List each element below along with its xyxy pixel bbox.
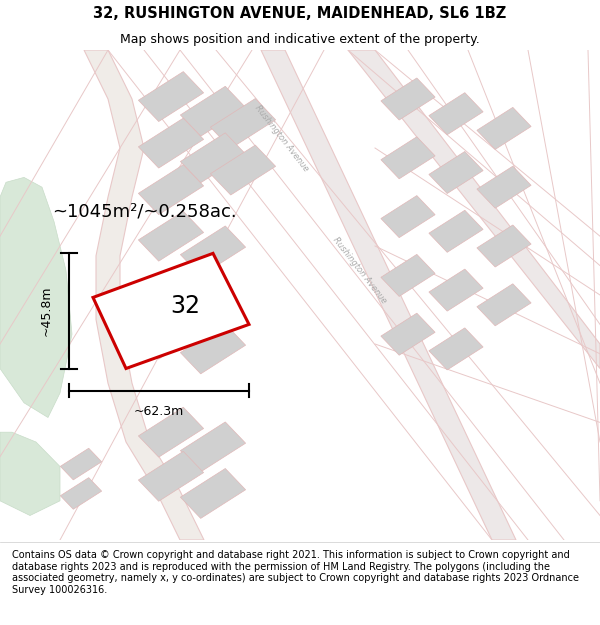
Polygon shape (348, 50, 600, 369)
Text: Rushington Avenue: Rushington Avenue (331, 236, 389, 306)
Polygon shape (181, 469, 245, 518)
Polygon shape (139, 72, 203, 121)
Polygon shape (61, 448, 101, 480)
Polygon shape (429, 269, 483, 311)
Polygon shape (139, 408, 203, 457)
Polygon shape (381, 137, 435, 179)
Polygon shape (429, 210, 483, 252)
Polygon shape (477, 284, 531, 326)
Polygon shape (181, 324, 245, 374)
Polygon shape (381, 254, 435, 296)
Polygon shape (381, 313, 435, 355)
Polygon shape (61, 478, 101, 509)
Polygon shape (181, 133, 245, 182)
Polygon shape (429, 92, 483, 135)
Polygon shape (381, 78, 435, 120)
Polygon shape (211, 99, 275, 149)
Text: 32: 32 (170, 294, 200, 318)
Text: Rushington Avenue: Rushington Avenue (253, 103, 311, 173)
Polygon shape (139, 118, 203, 168)
Polygon shape (429, 151, 483, 194)
Text: Map shows position and indicative extent of the property.: Map shows position and indicative extent… (120, 32, 480, 46)
Text: ~62.3m: ~62.3m (134, 404, 184, 418)
Polygon shape (429, 328, 483, 370)
Text: ~1045m²/~0.258ac.: ~1045m²/~0.258ac. (52, 202, 236, 221)
Polygon shape (477, 225, 531, 267)
Polygon shape (139, 451, 203, 501)
Polygon shape (139, 165, 203, 214)
Polygon shape (139, 211, 203, 261)
Polygon shape (261, 50, 516, 540)
Polygon shape (181, 226, 245, 276)
Text: Contains OS data © Crown copyright and database right 2021. This information is : Contains OS data © Crown copyright and d… (12, 550, 579, 595)
Text: 32, RUSHINGTON AVENUE, MAIDENHEAD, SL6 1BZ: 32, RUSHINGTON AVENUE, MAIDENHEAD, SL6 1… (94, 6, 506, 21)
Polygon shape (0, 432, 60, 516)
Polygon shape (93, 253, 249, 369)
Text: ~45.8m: ~45.8m (40, 286, 53, 336)
Polygon shape (477, 166, 531, 208)
Polygon shape (139, 309, 203, 359)
Polygon shape (181, 86, 245, 136)
Polygon shape (0, 177, 72, 418)
Polygon shape (477, 107, 531, 149)
Polygon shape (84, 50, 204, 540)
Polygon shape (381, 196, 435, 238)
Polygon shape (181, 422, 245, 472)
Polygon shape (211, 145, 275, 195)
